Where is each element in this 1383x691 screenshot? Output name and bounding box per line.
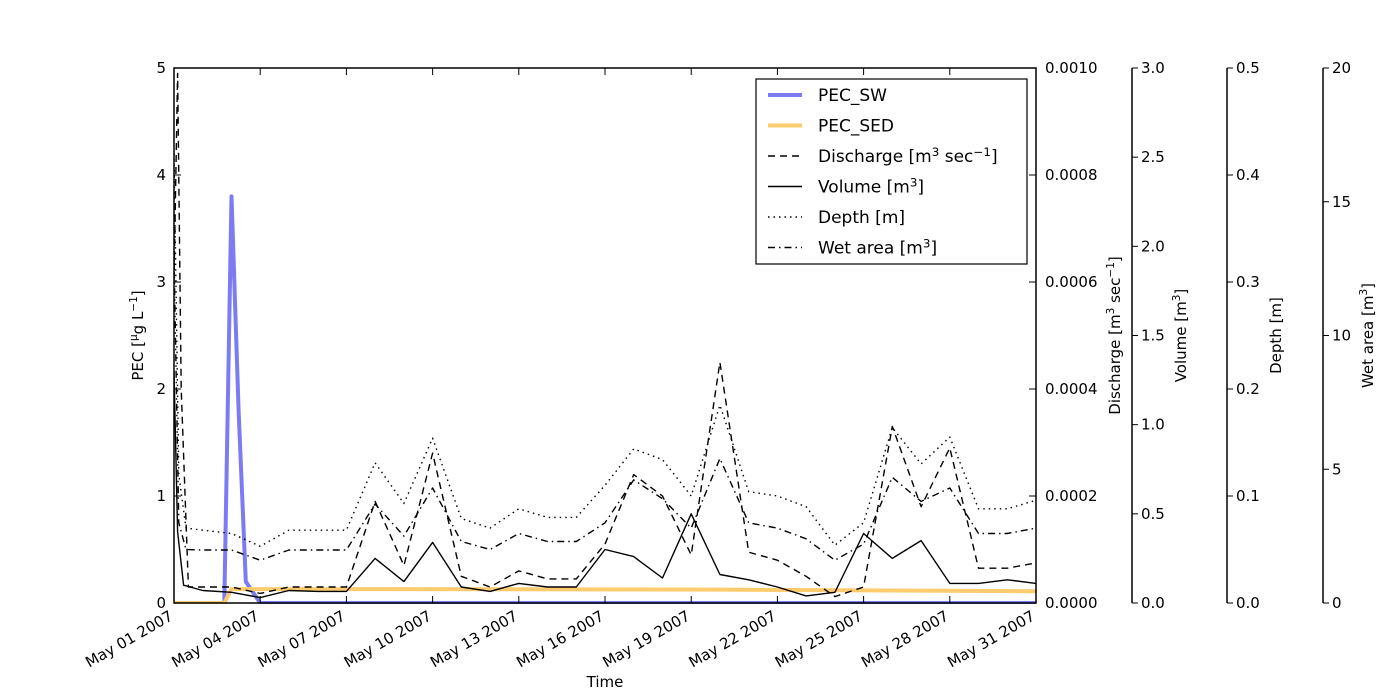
wetarea-tick-label: 10 [1332, 327, 1351, 345]
legend-label: PEC_SED [818, 117, 894, 137]
depth-tick-label: 0.1 [1236, 487, 1260, 505]
wetarea-axis-label: Wet area [m3] [1358, 283, 1377, 388]
depth-tick-label: 0.4 [1236, 166, 1260, 184]
wetarea-tick-label: 5 [1332, 460, 1342, 478]
volume-tick-label: 0.5 [1141, 505, 1165, 523]
x-tick-label: May 22 2007 [686, 607, 780, 671]
x-tick-label: May 19 2007 [599, 607, 693, 671]
x-tick-label: May 25 2007 [772, 607, 866, 671]
pec-tick-label: 5 [156, 59, 166, 77]
discharge-axis-label: Discharge [m3 sec−1] [1105, 256, 1124, 414]
discharge-tick-label: 0.0000 [1045, 594, 1098, 612]
x-tick-label: May 31 2007 [944, 607, 1038, 671]
discharge-tick-label: 0.0004 [1045, 380, 1098, 398]
x-tick-label: May 16 2007 [513, 607, 607, 671]
volume-tick-label: 2.0 [1141, 237, 1165, 255]
volume-tick-label: 0.0 [1141, 594, 1165, 612]
volume-tick-label: 1.0 [1141, 416, 1165, 434]
depth-tick-label: 0.3 [1236, 273, 1260, 291]
series-line-depth-4 [174, 153, 1036, 547]
legend-label: Volume [m3] [818, 176, 924, 198]
discharge-tick-label: 0.0010 [1045, 59, 1098, 77]
x-tick-label: May 01 2007 [82, 607, 176, 671]
volume-tick-label: 1.5 [1141, 327, 1165, 345]
wetarea-tick-label: 20 [1332, 59, 1351, 77]
volume-axis-label: Volume [m3] [1171, 289, 1190, 383]
pec-tick-label: 0 [156, 594, 166, 612]
x-tick-label: May 04 2007 [168, 607, 262, 671]
pec-tick-label: 4 [156, 166, 166, 184]
discharge-tick-label: 0.0006 [1045, 273, 1098, 291]
legend: PEC_SW PEC_SED Discharge [m3 sec−1] Volume … [755, 78, 1028, 265]
wetarea-tick-label: 0 [1332, 594, 1342, 612]
x-axis-label: Time [586, 673, 624, 691]
depth-tick-label: 0.5 [1236, 59, 1260, 77]
volume-tick-label: 3.0 [1141, 59, 1165, 77]
depth-tick-label: 0.0 [1236, 594, 1260, 612]
legend-label: PEC_SW [818, 86, 887, 106]
x-tick-label: May 13 2007 [427, 607, 521, 671]
pec-tick-label: 3 [156, 273, 166, 291]
volume-tick-label: 2.5 [1141, 148, 1165, 166]
series-line-wetarea-5 [174, 255, 1036, 561]
legend-label: Discharge [m3 sec−1] [818, 145, 998, 167]
pec-axis-label: PEC [μg L−1] [128, 290, 147, 380]
pec-tick-label: 1 [156, 487, 166, 505]
pec-tick-label: 2 [156, 380, 166, 398]
legend-box [755, 78, 1028, 265]
legend-label: Wet area [m3] [818, 237, 937, 259]
discharge-tick-label: 0.0008 [1045, 166, 1098, 184]
x-tick-label: May 10 2007 [341, 607, 435, 671]
series-line-volume-3 [174, 371, 1036, 599]
depth-tick-label: 0.2 [1236, 380, 1260, 398]
x-tick-label: May 28 2007 [858, 607, 952, 671]
legend-label: Depth [m] [818, 208, 905, 228]
wetarea-tick-label: 15 [1332, 193, 1351, 211]
series-line-discharge-2 [174, 72, 1036, 598]
depth-axis-label: Depth [m] [1267, 297, 1285, 374]
x-tick-label: May 07 2007 [255, 607, 349, 671]
discharge-tick-label: 0.0002 [1045, 487, 1098, 505]
